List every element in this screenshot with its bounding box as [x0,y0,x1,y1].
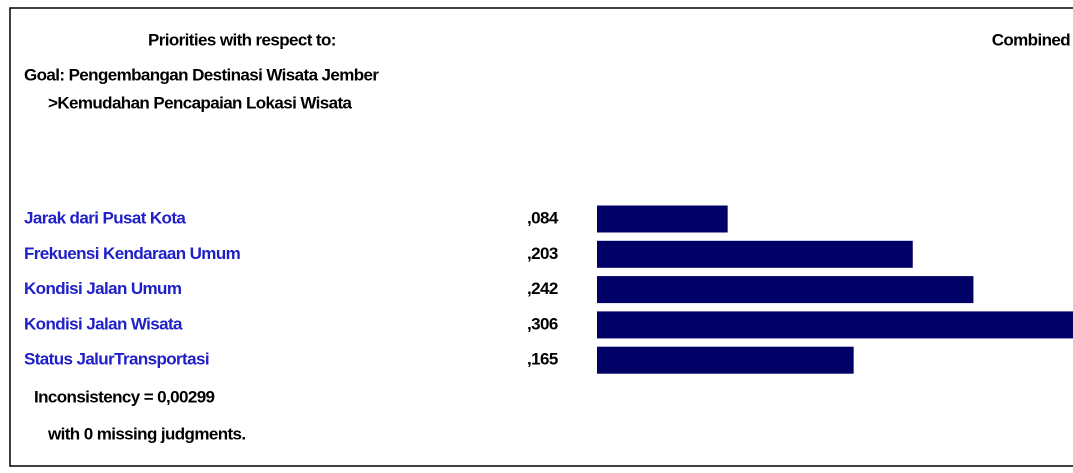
value-label: ,242 [527,279,558,298]
value-label: ,306 [527,314,558,333]
bar [597,205,728,233]
category-label: Jarak dari Pusat Kota [24,208,186,227]
column-header: Combined [992,30,1071,49]
value-label: ,203 [527,244,558,263]
subgoal: >Kemudahan Pencapaian Lokasi Wisata [48,93,353,112]
frame [9,7,1073,467]
header: Priorities with respect to: [148,30,336,49]
missing-judgments: with 0 missing judgments. [47,424,246,443]
category-label: Kondisi Jalan Umum [24,279,182,298]
inconsistency: Inconsistency = 0,00299 [34,387,215,406]
value-label: ,084 [527,208,559,227]
category-label: Kondisi Jalan Wisata [24,314,183,333]
value-label: ,165 [527,350,558,369]
category-label: Frekuensi Kendaraan Umum [24,244,241,263]
bar [597,240,913,268]
bar [597,346,854,374]
bar [597,276,974,304]
category-label: Status JalurTransportasi [24,350,209,369]
bar [597,311,1073,339]
goal: Goal: Pengembangan Destinasi Wisata Jemb… [24,65,379,84]
